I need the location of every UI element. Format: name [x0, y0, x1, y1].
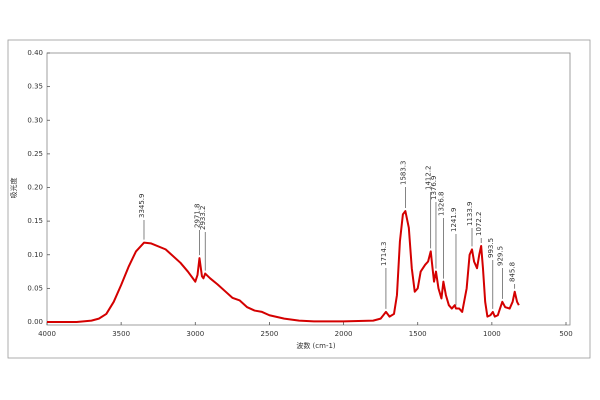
x-axis-label: 波数 (cm-1): [296, 341, 336, 350]
peak-label: 845.8: [509, 262, 517, 282]
x-tick-label: 2500: [261, 330, 279, 338]
y-tick-label: 0.00: [27, 318, 43, 326]
peak-label: 1714.3: [380, 242, 388, 267]
y-tick-label: 0.40: [27, 49, 43, 57]
y-tick-label: 0.15: [27, 217, 43, 225]
y-tick-label: 0.30: [27, 116, 43, 124]
peak-label: 1412.2: [425, 166, 433, 191]
y-tick-label: 0.10: [27, 251, 43, 259]
peak-label: 1241.9: [450, 208, 458, 233]
y-tick-label: 0.20: [27, 184, 43, 192]
x-tick-label: 3500: [112, 330, 130, 338]
y-tick-label: 0.35: [27, 83, 43, 91]
peak-label: 3345.9: [138, 194, 146, 219]
x-tick-label: 4000: [38, 330, 56, 338]
peak-label: 929.5: [496, 246, 504, 266]
y-axis-label: 吸光度: [9, 178, 18, 199]
peak-label: 1326.8: [437, 192, 445, 217]
x-tick-label: 3000: [186, 330, 204, 338]
x-tick-label: 500: [559, 330, 572, 338]
peak-label: 993.5: [487, 238, 495, 258]
y-tick-label: 0.05: [27, 284, 43, 292]
peak-label: 1072.2: [475, 212, 483, 237]
peak-label: 2933.2: [199, 206, 207, 231]
spectrum-line: [47, 210, 520, 323]
x-tick-label: 1500: [409, 330, 427, 338]
x-tick-label: 2000: [335, 330, 353, 338]
peak-label: 1376.9: [430, 176, 438, 201]
peak-label: 1133.9: [466, 202, 474, 227]
peak-label: 2971.8: [193, 204, 201, 229]
y-tick-label: 0.25: [27, 150, 43, 158]
x-tick-label: 1000: [483, 330, 501, 338]
plot-area: [46, 52, 571, 326]
frame: [7, 39, 591, 359]
peak-label: 1583.3: [399, 161, 407, 186]
